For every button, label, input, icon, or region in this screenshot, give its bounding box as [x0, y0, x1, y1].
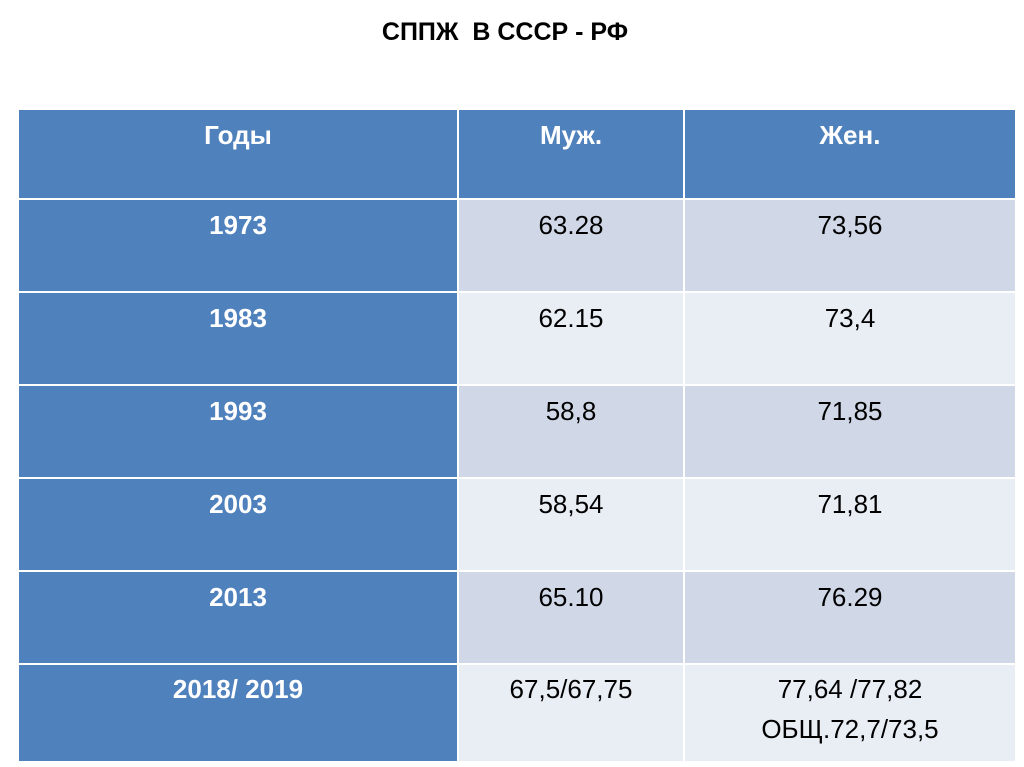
- header-male: Муж.: [457, 108, 685, 200]
- male-value-cell: 58,8: [457, 384, 685, 479]
- female-value-cell: 73,56: [683, 198, 1017, 293]
- male-value-cell: 63.28: [457, 198, 685, 293]
- female-value-line: 77,64 /77,82: [777, 674, 923, 704]
- female-value-cell: 76.29: [683, 570, 1017, 665]
- female-value-cell: 71,85: [683, 384, 1017, 479]
- male-value-cell: 62.15: [457, 291, 685, 386]
- table-row: 2018/ 2019 67,5/67,75 77,64 /77,82 ОБЩ.7…: [17, 663, 1017, 763]
- female-value-cell: 77,64 /77,82 ОБЩ.72,7/73,5: [683, 663, 1017, 763]
- table-row: 1973 63.28 73,56: [17, 198, 1017, 293]
- male-value-cell: 67,5/67,75: [457, 663, 685, 763]
- year-cell: 2018/ 2019: [17, 663, 459, 763]
- female-value-cell: 71,81: [683, 477, 1017, 572]
- life-expectancy-table: Годы Муж. Жен. 1973 63.28 73,56 1983 62.…: [17, 108, 1017, 763]
- year-cell: 1993: [17, 384, 459, 479]
- year-cell: 2013: [17, 570, 459, 665]
- total-value-line: ОБЩ.72,7/73,5: [761, 714, 939, 744]
- male-value-cell: 65.10: [457, 570, 685, 665]
- table-row: 2003 58,54 71,81: [17, 477, 1017, 572]
- year-cell: 1983: [17, 291, 459, 386]
- header-years: Годы: [17, 108, 459, 200]
- table-header-row: Годы Муж. Жен.: [17, 108, 1017, 200]
- year-cell: 1973: [17, 198, 459, 293]
- female-value-cell: 73,4: [683, 291, 1017, 386]
- male-value-cell: 58,54: [457, 477, 685, 572]
- table-row: 1983 62.15 73,4: [17, 291, 1017, 386]
- table-row: 2013 65.10 76.29: [17, 570, 1017, 665]
- page-title: СППЖ В СССР - РФ: [381, 18, 629, 46]
- year-cell: 2003: [17, 477, 459, 572]
- header-female: Жен.: [683, 108, 1017, 200]
- table-row: 1993 58,8 71,85: [17, 384, 1017, 479]
